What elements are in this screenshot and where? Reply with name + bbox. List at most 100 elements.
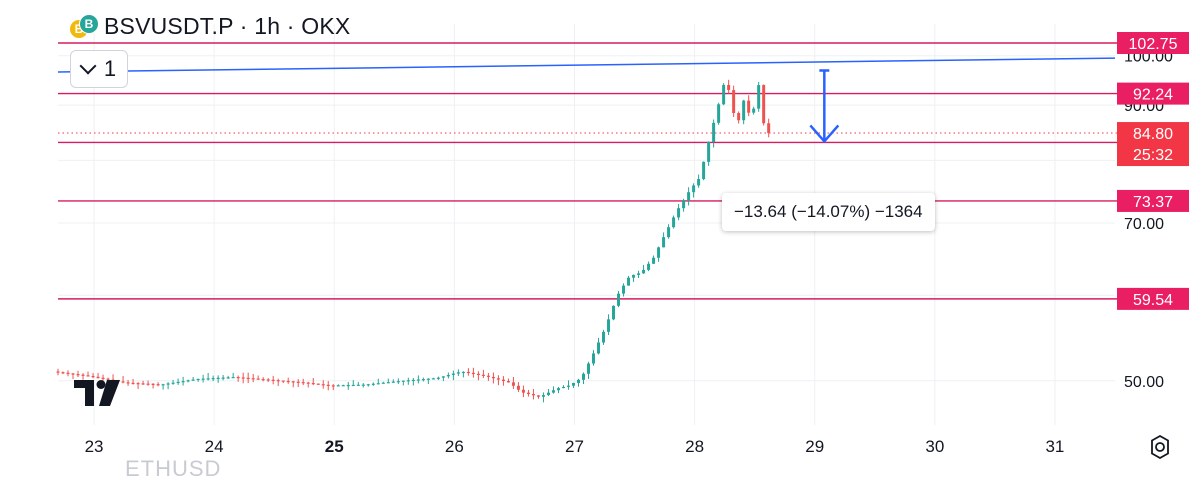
candle-body [196, 378, 200, 381]
candle-body [536, 395, 540, 397]
candle-body [241, 377, 245, 379]
bar-countdown-label: 25:32 [1133, 147, 1173, 164]
trend-line-layer[interactable] [57, 57, 1116, 73]
time-tick-label: 24 [205, 437, 224, 456]
symbol-icon: B B [70, 12, 99, 40]
candle-body [231, 377, 235, 379]
candle-body [461, 371, 465, 374]
candle-body [181, 381, 185, 383]
candle-body [61, 372, 65, 374]
measure-arrow [809, 69, 840, 144]
candle-body [96, 376, 100, 379]
time-tick-label: 23 [85, 437, 104, 456]
candle-body [86, 375, 90, 377]
level-label: 59.54 [1133, 292, 1173, 309]
level-label: 73.37 [1133, 194, 1173, 211]
horizontal-levels[interactable] [58, 42, 1117, 300]
measure-tooltip: −13.64 (−14.07%) −1364 [722, 193, 935, 231]
candle-body [291, 381, 295, 383]
candle-body [521, 389, 525, 393]
candle-body [396, 381, 400, 383]
faded-symbol-text: ETHUSD [125, 456, 222, 481]
candle-body [737, 113, 741, 121]
price-axis[interactable]: 100.0090.0070.0050.00102.7592.2483.1173.… [1117, 32, 1189, 391]
level-label-bg [1117, 287, 1189, 310]
candle-body [121, 381, 125, 383]
time-tick-label: 30 [925, 437, 944, 456]
candle-body [476, 373, 480, 375]
candle-body [301, 382, 305, 384]
candle-body [266, 379, 270, 381]
candle-body [161, 384, 165, 386]
candle-body [566, 385, 570, 387]
candle-body [587, 363, 591, 374]
candle-body [216, 377, 220, 380]
candle-body [657, 247, 661, 258]
candle-body [406, 380, 410, 382]
candle-body [717, 104, 721, 123]
candle-body [256, 378, 260, 380]
candle-body [526, 392, 530, 395]
candle-body [341, 385, 345, 387]
candle-body [697, 179, 701, 186]
candle-body [556, 388, 560, 391]
candle-body [71, 373, 75, 375]
indicator-count: 1 [103, 56, 117, 81]
candle-body [501, 379, 505, 382]
indicators-toggle-button[interactable]: 1 [70, 50, 128, 88]
tradingview-logo-icon [74, 380, 120, 406]
candle-body [546, 392, 550, 396]
candles [56, 79, 771, 403]
candle-body [431, 378, 435, 380]
candle-body [106, 378, 110, 380]
candle-body [296, 381, 300, 383]
measure-arrowhead [809, 124, 840, 144]
candle-body [516, 385, 520, 390]
candle-body [602, 331, 606, 343]
candle-body [627, 277, 631, 286]
candle-body [592, 353, 596, 364]
candle-body [56, 371, 60, 373]
chevron-down-icon [79, 57, 97, 75]
candle-body [632, 274, 636, 278]
candle-body [211, 378, 215, 380]
candle-body [136, 383, 140, 385]
candle-body [576, 379, 580, 383]
chart-header: B B BSVUSDT.P · 1h · OKX [70, 10, 350, 42]
time-tick-label: 29 [805, 437, 824, 456]
candle-body [331, 385, 335, 387]
candle-body [617, 293, 621, 306]
candle-body [76, 374, 80, 376]
candle-body [191, 379, 195, 381]
candle-body [672, 217, 676, 228]
settings-gear-icon[interactable] [1146, 433, 1174, 461]
trend-line [57, 57, 1116, 73]
candle-body [356, 384, 360, 386]
candle-body [622, 285, 626, 294]
base-coin-icon: B [79, 14, 99, 34]
level-label: 102.75 [1129, 36, 1178, 53]
price-tick-label: 50.00 [1124, 374, 1164, 391]
candle-body [286, 380, 290, 383]
candle-body [156, 384, 160, 386]
candle-body [767, 123, 771, 134]
symbol-title[interactable]: BSVUSDT.P · 1h · OKX [104, 12, 351, 39]
candle-body [652, 257, 656, 264]
candle-body [732, 90, 736, 114]
time-axis[interactable]: 23 24 25 26 27 28 29 30 31 [85, 437, 1065, 456]
level-label-bg [1117, 189, 1189, 212]
candle-body [226, 377, 230, 379]
candle-body [326, 384, 330, 386]
candle-body [481, 374, 485, 376]
candle-body [436, 377, 440, 379]
candle-body [306, 382, 310, 384]
candle-body [491, 376, 495, 379]
price-tick-label: 70.00 [1124, 216, 1164, 233]
candle-body [707, 142, 711, 162]
candle-body [371, 383, 375, 385]
current-price-badge [1117, 122, 1189, 167]
candle-body [166, 383, 170, 385]
candle-body [687, 192, 691, 201]
candle-body [391, 381, 395, 383]
